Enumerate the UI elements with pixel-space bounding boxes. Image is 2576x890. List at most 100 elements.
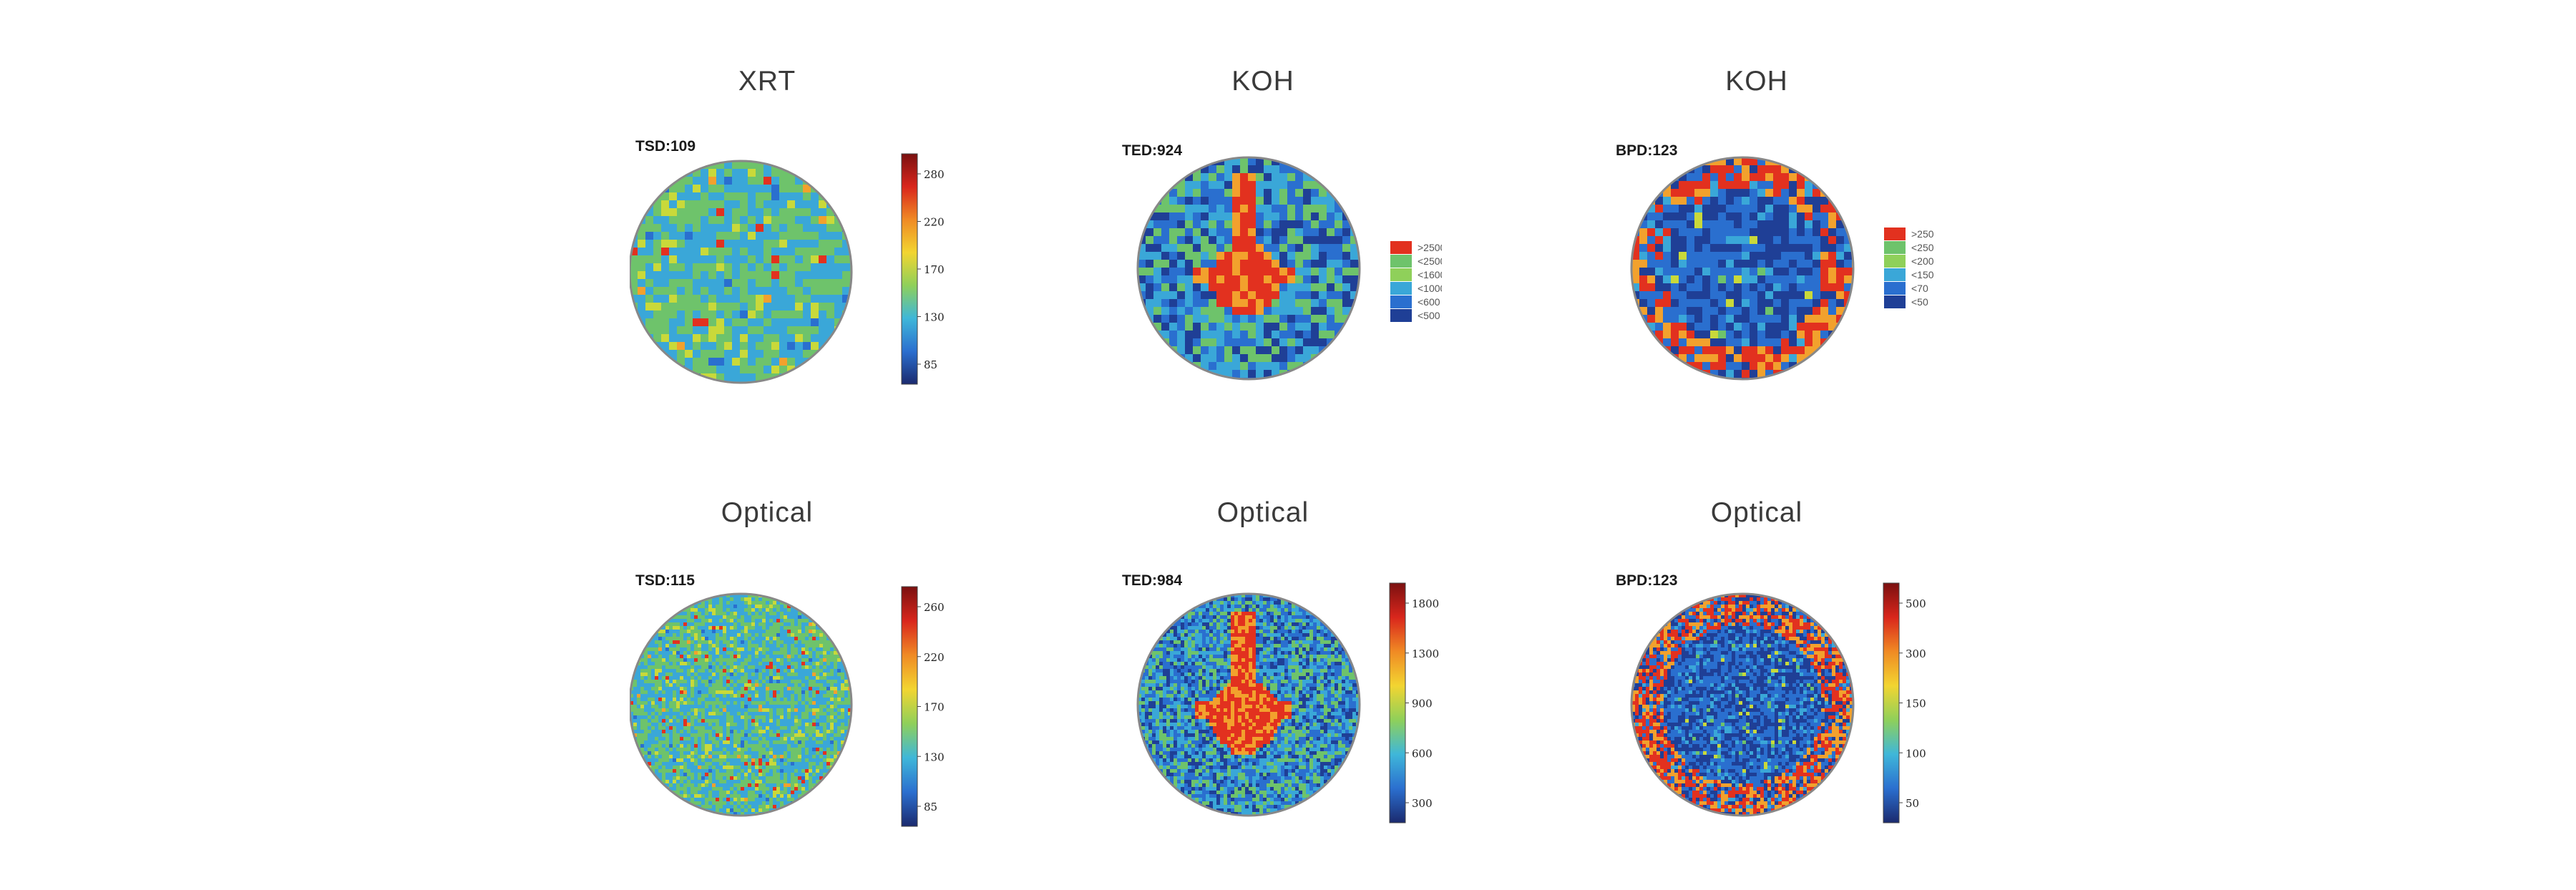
wafer-cell: [701, 665, 705, 669]
wafer-cell: [694, 626, 698, 630]
wafer-cell: [841, 680, 844, 683]
wafer-cell: [701, 694, 705, 698]
wafer-cell: [691, 715, 694, 719]
wafer-cell: [694, 647, 698, 651]
wafer-cell: [805, 776, 809, 780]
wafer-cell: [751, 733, 755, 737]
wafer-cell: [1303, 323, 1311, 331]
wafer-cell: [676, 715, 680, 719]
wafer-cell: [1279, 354, 1287, 362]
wafer-cell: [1248, 338, 1256, 346]
wafer-cell: [801, 762, 805, 766]
wafer-cell: [816, 662, 819, 665]
wafer-cell: [1201, 362, 1209, 370]
wafer-cell: [669, 708, 673, 712]
wafer-cell: [1335, 220, 1342, 228]
wafer-cell: [1240, 197, 1248, 205]
wafer-cell: [1671, 331, 1679, 338]
wafer-cell: [661, 200, 669, 208]
wafer-cell: [733, 619, 737, 622]
wafer-cell: [748, 690, 751, 694]
wafer-cell: [751, 723, 755, 726]
wafer-cell: [723, 651, 726, 655]
wafer-cell: [687, 744, 691, 748]
wafer-cell: [751, 633, 755, 637]
wafer-cell: [655, 687, 658, 690]
wafer-cell: [791, 744, 794, 748]
wafer-cell: [669, 334, 677, 342]
wafer-cell: [655, 705, 658, 708]
wafer-cell: [716, 665, 719, 669]
wafer-cell: [1138, 268, 1146, 275]
wafer-cell: [633, 698, 637, 701]
wafer-cell: [748, 637, 751, 640]
wafer-cell: [740, 248, 748, 255]
wafer-cell: [653, 200, 661, 208]
wafer-cell: [658, 680, 662, 683]
wafer-cell: [1805, 260, 1813, 268]
wafer-cell: [1264, 307, 1272, 315]
wafer-cell: [733, 719, 737, 723]
wafer-cell: [712, 687, 716, 690]
wafer-cell: [751, 701, 755, 705]
wafer-cell: [719, 744, 723, 748]
wafer-cell: [787, 694, 791, 698]
wafer-cell: [726, 733, 730, 737]
wafer-cell: [719, 705, 723, 708]
wafer-cell: [726, 597, 730, 601]
wafer-cell: [826, 758, 830, 762]
wafer-cell: [1718, 307, 1726, 315]
wafer-cell: [780, 715, 784, 719]
wafer-cell: [1248, 205, 1256, 212]
wafer-cell: [1647, 299, 1655, 307]
wafer-cell: [1797, 338, 1805, 346]
wafer-cell: [665, 658, 669, 662]
wafer-cell: [748, 658, 751, 662]
wafer-cell: [755, 751, 758, 755]
wafer-cell: [708, 248, 716, 255]
wafer-cell: [737, 766, 741, 769]
wafer-cell: [1765, 315, 1773, 323]
wafer-cell: [755, 773, 758, 776]
wafer-cell: [655, 755, 658, 758]
wafer-cell: [1679, 220, 1687, 228]
wafer-cell: [691, 630, 694, 633]
wafer-cell: [1813, 315, 1820, 323]
wafer-cell: [701, 169, 708, 177]
wafer-cell: [708, 310, 716, 318]
wafer-cell: [694, 698, 698, 701]
wafer-cell: [1844, 283, 1852, 291]
wafer-cell: [769, 737, 773, 740]
wafer-cell: [1232, 346, 1240, 354]
wafer-cell: [1757, 283, 1765, 291]
wafer-cell: [1224, 189, 1232, 197]
wafer-cell: [655, 758, 658, 762]
wafer-cell: [758, 758, 762, 762]
wafer-cell: [758, 712, 762, 715]
wafer-cell: [1655, 252, 1663, 260]
wafer-cell: [651, 680, 655, 683]
wafer-cell: [693, 303, 701, 310]
wafer-cell: [661, 310, 669, 318]
wafer-cell: [673, 673, 676, 676]
wafer-cell: [719, 615, 723, 619]
wafer-cell: [645, 295, 653, 303]
wafer-cell: [784, 687, 787, 690]
wafer-cell: [648, 723, 651, 726]
wafer-cell: [683, 680, 687, 683]
wafer-cell: [744, 758, 748, 762]
wafer-cell: [776, 766, 780, 769]
wafer-cell: [1655, 291, 1663, 299]
wafer-cell: [1232, 252, 1240, 260]
wafer-cell: [733, 751, 737, 755]
wafer-cell: [677, 255, 685, 263]
wafer-cell: [708, 676, 712, 680]
wafer-cell: [758, 766, 762, 769]
wafer-cell: [763, 358, 771, 366]
wafer-cell: [769, 751, 773, 755]
wafer-cell: [1757, 307, 1765, 315]
wafer-cell: [1647, 212, 1655, 220]
wafer-cell: [1726, 291, 1734, 299]
wafer-cell: [1734, 299, 1742, 307]
wafer-cell: [837, 719, 841, 723]
